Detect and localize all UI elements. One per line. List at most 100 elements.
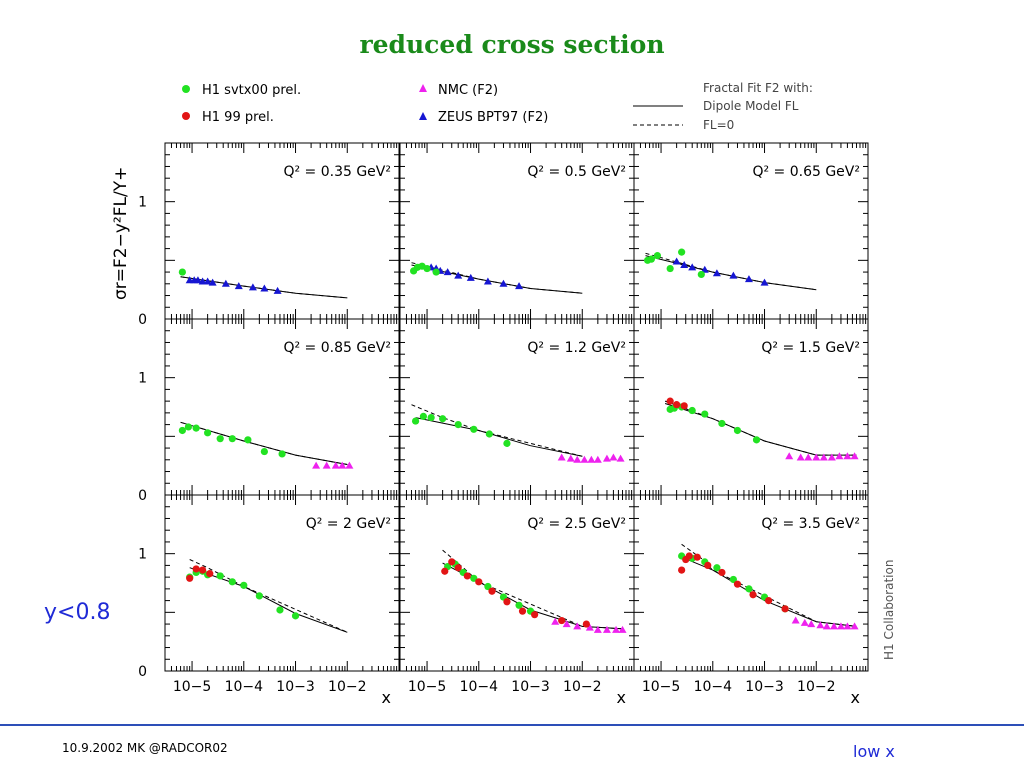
h1-99-point (765, 597, 773, 605)
h1-svtx-point (184, 423, 193, 431)
h1-svtx-point (291, 612, 300, 620)
fit-line-fl0 (681, 543, 857, 627)
h1-svtx-point (192, 424, 200, 432)
h1-svtx-point (423, 264, 431, 273)
nmc-point (587, 455, 596, 463)
panel-5: Q² = 1.2 GeV² (399, 318, 635, 496)
q2-label: Q² = 0.85 GeV² (283, 340, 391, 356)
h1-svtx-point (419, 412, 428, 420)
h1-svtx-point (411, 417, 420, 425)
zeus-point (443, 268, 452, 276)
nmc-point (812, 453, 821, 461)
q2-label: Q² = 0.5 GeV² (527, 164, 626, 180)
h1-99-point (503, 598, 511, 606)
zeus-point (260, 284, 269, 292)
nmc-point (816, 621, 825, 629)
nmc-point (819, 453, 828, 461)
x-tick-label: 10−5 (642, 679, 680, 695)
nmc-point (322, 461, 331, 469)
panel-7: Q² = 2 GeV² 0 1 10−5 10−4 10−3 10−2 x (138, 494, 400, 707)
panel-4: Q² = 0.85 GeV² 0 1 (138, 318, 400, 504)
q2-label: Q² = 3.5 GeV² (761, 516, 860, 532)
y-tick-label: 1 (138, 371, 147, 387)
nmc-point (835, 452, 844, 460)
q2-label: Q² = 1.5 GeV² (761, 340, 860, 356)
h1-svtx-point (688, 406, 696, 415)
h1-99-point (678, 566, 686, 574)
panel-frame (633, 494, 869, 672)
x-tick-label: 10−4 (225, 679, 264, 695)
y-axis-label: σr=F2−y²FL/Y+ (111, 167, 131, 300)
h1-svtx-point (228, 578, 236, 586)
h1-svtx-point (240, 581, 248, 589)
nmc-point (804, 453, 813, 461)
nmc-point (345, 461, 354, 469)
nmc-point (602, 454, 611, 462)
zeus-point (454, 271, 463, 279)
nmc-point (593, 625, 602, 633)
nmc-point (616, 454, 625, 462)
h1-svtx-point (484, 582, 492, 591)
h1-99-point (448, 558, 456, 566)
h1-svtx-point (745, 585, 753, 593)
h1-99-point (531, 611, 539, 619)
zeus-point (672, 257, 681, 265)
legend-marker-zeus (419, 112, 427, 120)
x-tick-label: 10−3 (745, 679, 783, 695)
zeus-point (688, 263, 697, 271)
nmc-point (618, 625, 627, 633)
h1-svtx-point (276, 606, 284, 614)
fit-line-dipole (664, 403, 857, 456)
panel-9: Q² = 3.5 GeV² 10−5 10−4 10−3 10−2 x (633, 494, 869, 707)
nmc-point (785, 452, 794, 460)
h1-svtx-point (653, 252, 662, 260)
h1-svtx-point (178, 268, 186, 276)
h1-svtx-point (204, 429, 212, 437)
h1-svtx-point (454, 421, 462, 429)
h1-99-point (718, 568, 726, 577)
h1-svtx-point (718, 419, 726, 428)
nmc-point (557, 453, 566, 461)
h1-svtx-point (729, 575, 737, 584)
h1-99-point (192, 565, 200, 573)
h1-99-point (685, 552, 693, 560)
fit-line-fl0 (180, 421, 348, 465)
h1-svtx-point (255, 592, 263, 600)
x-tick-label: 10−2 (328, 679, 366, 695)
h1-svtx-point (647, 255, 655, 263)
x-axis-label: x (382, 688, 391, 707)
fit-line-dipole (180, 421, 348, 465)
h1-svtx-point (228, 435, 236, 443)
nmc-point (612, 625, 621, 633)
h1-99-point (186, 574, 194, 582)
h1-svtx-point (503, 439, 511, 447)
zeus-point (499, 279, 508, 287)
legend-nmc: NMC (F2) (438, 83, 498, 98)
h1-99-point (518, 607, 527, 615)
zeus-point (760, 278, 769, 286)
fit-line-fl0 (189, 559, 348, 633)
zeus-point (712, 269, 721, 277)
y-tick-label: 1 (138, 195, 147, 211)
nmc-point (573, 455, 582, 463)
zeus-point (483, 277, 492, 285)
legend-fit-header: Fractal Fit F2 with: (703, 81, 813, 95)
h1-99-point (463, 572, 471, 580)
h1-svtx-point (485, 430, 493, 438)
panel-3: Q² = 0.65 GeV² (633, 142, 869, 320)
x-tick-label: 10−4 (694, 679, 733, 695)
h1-99-point (666, 397, 674, 405)
h1-99-point (475, 578, 483, 586)
h1-svtx-point (470, 425, 478, 433)
nmc-point (829, 622, 838, 630)
panel-frame (164, 494, 400, 672)
h1-svtx-point (752, 436, 761, 444)
nmc-point (312, 461, 321, 469)
x-axis-label: x (617, 688, 626, 707)
x-tick-label: 10−5 (173, 679, 211, 695)
nmc-point (807, 620, 816, 628)
footer-date: 10.9.2002 MK @RADCOR02 (62, 741, 228, 755)
h1-svtx-point (701, 410, 709, 418)
zeus-point (744, 275, 753, 283)
panels-grid: Q² = 0.35 GeV² 0 1 Q² = 0.5 GeV² Q² = 0.65 G… (138, 142, 869, 707)
